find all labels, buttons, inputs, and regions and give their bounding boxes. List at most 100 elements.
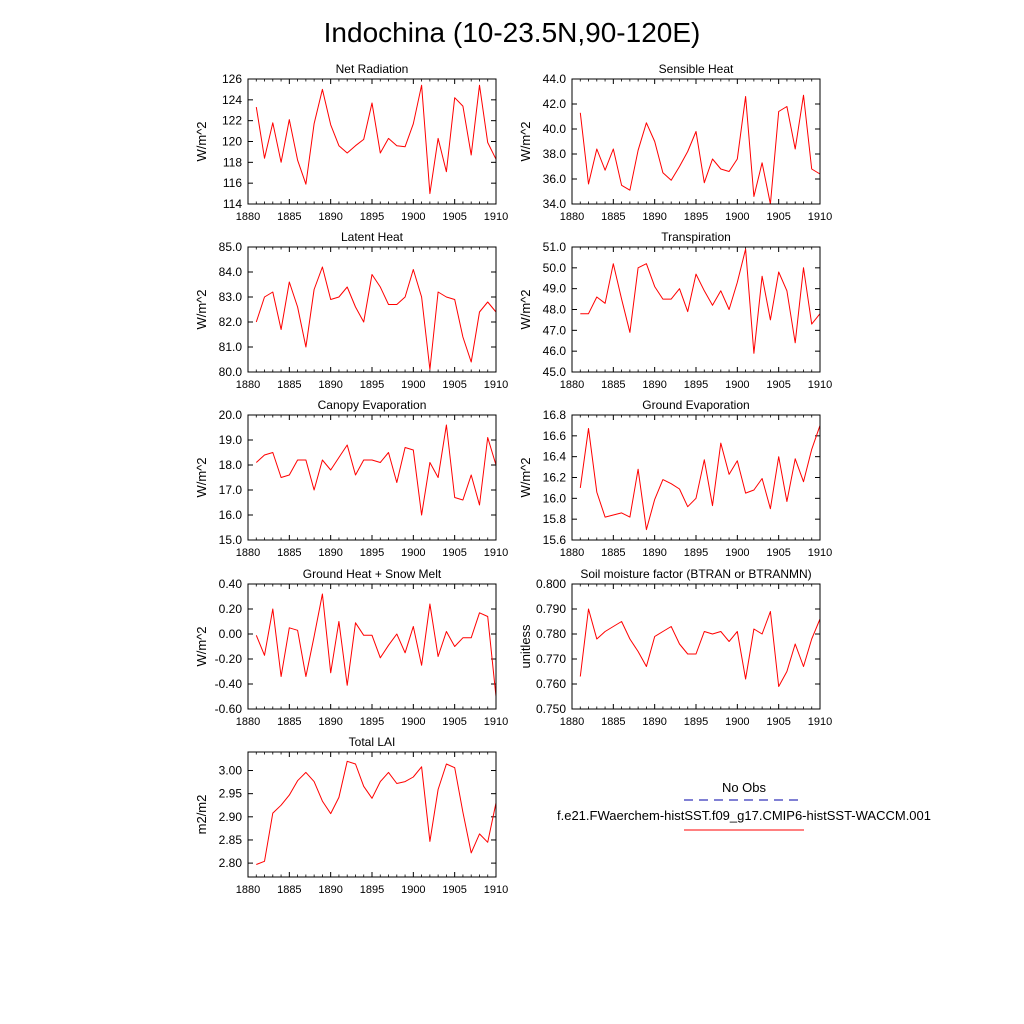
y-tick-label: 16.0 <box>219 508 243 522</box>
y-tick-label: 3.00 <box>219 764 243 778</box>
panel-title: Ground Evaporation <box>642 398 749 412</box>
y-tick-label: 85.0 <box>219 240 243 254</box>
y-tick-label: 34.0 <box>543 197 567 211</box>
series-line <box>580 248 821 354</box>
series-line <box>579 94 821 205</box>
x-tick-label: 1880 <box>560 211 584 223</box>
x-tick-label: 1890 <box>642 379 666 391</box>
x-tick-label: 1890 <box>642 211 666 223</box>
plot-frame <box>247 583 497 710</box>
panel-2: Sensible Heat W/m^2 1880 1885 1890 1895 1900 19… <box>518 62 832 223</box>
y-tick-label: 44.0 <box>543 72 567 86</box>
panel-title: Sensible Heat <box>659 62 734 76</box>
panel-9: Total LAI m2/m2 1880 1885 1890 1895 1900 1905 19… <box>194 735 508 896</box>
y-tick-label: 0.750 <box>536 702 566 716</box>
x-tick-label: 1910 <box>484 211 508 223</box>
series-line <box>256 760 497 865</box>
plot-frame <box>247 78 497 205</box>
x-tick-label: 1895 <box>360 884 384 896</box>
y-tick-label: 16.4 <box>543 450 567 464</box>
y-tick-label: 16.0 <box>543 491 567 505</box>
y-tick-label: 0.770 <box>536 652 566 666</box>
x-tick-label: 1895 <box>360 379 384 391</box>
plot-frame <box>247 414 497 541</box>
x-tick-label: 1910 <box>808 211 832 223</box>
y-tick-label: 49.0 <box>543 282 567 296</box>
x-tick-label: 1880 <box>236 547 260 559</box>
plot-frame <box>571 78 821 205</box>
x-tick-label: 1895 <box>684 547 708 559</box>
y-tick-label: 80.0 <box>219 365 243 379</box>
series-line <box>579 608 821 687</box>
x-tick-label: 1905 <box>766 379 790 391</box>
x-tick-label: 1885 <box>277 379 301 391</box>
x-tick-label: 1880 <box>560 379 584 391</box>
x-tick-label: 1910 <box>484 547 508 559</box>
panel-title: Transpiration <box>661 230 731 244</box>
y-tick-label: 0.760 <box>536 677 566 691</box>
y-tick-label: 114 <box>223 197 242 211</box>
x-tick-label: 1885 <box>277 211 301 223</box>
x-tick-label: 1900 <box>725 379 749 391</box>
y-tick-label: 15.8 <box>543 512 567 526</box>
y-tick-label: 46.0 <box>543 344 567 358</box>
y-axis-label: m2/m2 <box>194 795 209 835</box>
y-tick-label: 2.80 <box>219 856 243 870</box>
series-line <box>255 424 497 516</box>
series-line <box>255 266 497 370</box>
y-tick-label: 81.0 <box>219 340 243 354</box>
y-axis-label: W/m^2 <box>194 626 209 666</box>
x-tick-label: 1890 <box>642 716 666 728</box>
x-tick-label: 1910 <box>484 379 508 391</box>
panel-title: Total LAI <box>349 735 396 749</box>
x-tick-label: 1900 <box>401 211 425 223</box>
y-tick-label: 47.0 <box>543 323 567 337</box>
y-tick-label: 15.0 <box>219 533 243 547</box>
x-tick-label: 1890 <box>318 547 342 559</box>
y-tick-label: 126 <box>222 72 242 86</box>
x-tick-label: 1880 <box>560 547 584 559</box>
legend-model-label: f.e21.FWaerchem-histSST.f09_g17.CMIP6-hi… <box>557 808 931 823</box>
x-tick-label: 1905 <box>442 379 466 391</box>
y-tick-label: 0.800 <box>536 577 566 591</box>
y-axis-label: W/m^2 <box>518 121 533 161</box>
y-tick-label: 2.85 <box>219 833 243 847</box>
y-tick-label: 122 <box>222 114 242 128</box>
x-tick-label: 1900 <box>401 379 425 391</box>
series-line <box>255 593 497 697</box>
y-tick-label: 120 <box>222 135 242 149</box>
panel-title: Soil moisture factor (BTRAN or BTRANMN) <box>580 567 811 581</box>
y-tick-label: 18.0 <box>219 458 243 472</box>
panel-title: Latent Heat <box>341 230 404 244</box>
x-tick-label: 1880 <box>236 716 260 728</box>
y-tick-label: 15.6 <box>543 533 567 547</box>
y-tick-label: 16.8 <box>543 408 567 422</box>
y-axis-label: W/m^2 <box>194 457 209 497</box>
y-axis-label: W/m^2 <box>518 457 533 497</box>
y-tick-label: 83.0 <box>219 290 243 304</box>
y-tick-label: 51.0 <box>543 240 567 254</box>
x-tick-label: 1905 <box>442 884 466 896</box>
y-tick-label: 124 <box>222 93 242 107</box>
panel-7: Ground Heat + Snow Melt W/m^2 1880 1885 1890… <box>194 567 508 728</box>
x-tick-label: 1905 <box>442 211 466 223</box>
y-tick-label: 36.0 <box>543 172 567 186</box>
panel-title: Canopy Evaporation <box>318 398 427 412</box>
y-tick-label: 2.90 <box>219 810 243 824</box>
x-tick-label: 1885 <box>601 211 625 223</box>
panel-title: Ground Heat + Snow Melt <box>303 567 442 581</box>
y-tick-label: 16.2 <box>543 471 567 485</box>
legend-obs-label: No Obs <box>722 780 767 795</box>
y-axis-label: W/m^2 <box>518 289 533 329</box>
y-tick-label: 50.0 <box>543 261 567 275</box>
x-tick-label: 1890 <box>318 211 342 223</box>
x-tick-label: 1905 <box>442 716 466 728</box>
y-tick-label: 84.0 <box>219 265 243 279</box>
x-tick-label: 1900 <box>401 884 425 896</box>
x-tick-label: 1880 <box>236 379 260 391</box>
x-tick-label: 1900 <box>725 716 749 728</box>
x-tick-label: 1900 <box>401 716 425 728</box>
x-tick-label: 1880 <box>236 211 260 223</box>
x-tick-label: 1885 <box>601 716 625 728</box>
